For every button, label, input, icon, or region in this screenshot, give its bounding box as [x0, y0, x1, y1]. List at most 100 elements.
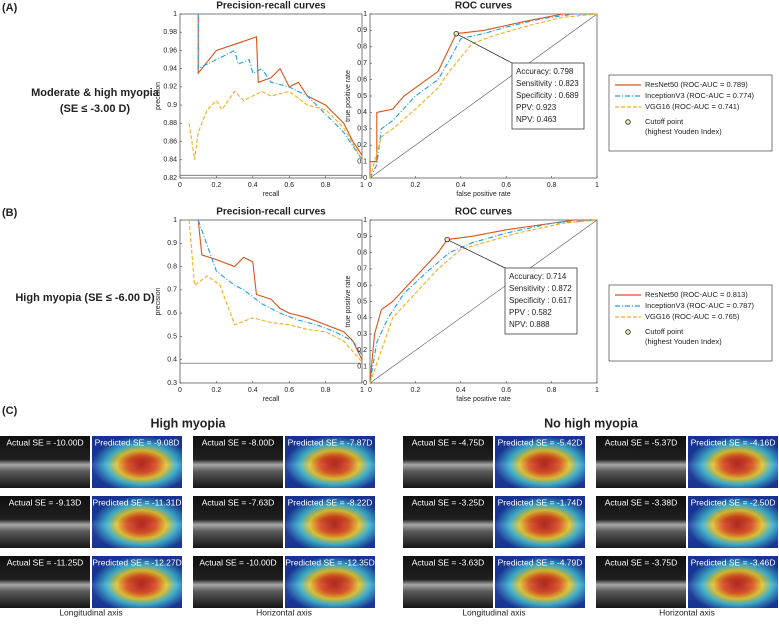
annotation-text: Sensitivity : 0.823	[516, 79, 579, 88]
y-tick-label: 0	[363, 380, 367, 387]
annotation-box	[504, 267, 578, 335]
panel-label: (C)	[2, 405, 18, 417]
y-tick-label: 0.9	[357, 233, 367, 240]
x-tick-label: 0.6	[284, 387, 294, 394]
oct-image	[403, 496, 493, 548]
heatmap-overlay	[285, 556, 375, 608]
y-tick-label: 0.5	[357, 298, 367, 305]
heatmap-overlay	[92, 436, 182, 488]
curve	[197, 14, 363, 161]
x-tick-label: 0	[368, 182, 372, 189]
cutoff-point	[444, 236, 450, 243]
y-tick-label: 0.4	[357, 315, 367, 322]
x-tick-label: 0.2	[411, 182, 421, 189]
y-tick-label: 0.8	[357, 44, 367, 51]
y-tick-label: 0.7	[357, 266, 367, 273]
annotation-leader	[447, 239, 506, 269]
legend-box	[608, 284, 773, 362]
y-tick-label: 0.7	[167, 287, 177, 294]
image-caption: Actual SE = -10.00D	[6, 437, 83, 447]
y-tick-label: 0.88	[163, 120, 177, 127]
heatmap-overlay	[92, 496, 182, 548]
x-tick-label: 0.6	[284, 182, 294, 189]
x-tick-label: 0.4	[248, 387, 258, 394]
y-tick-label: 0.3	[167, 380, 177, 387]
image-caption: Predicted SE = -3.46D	[691, 557, 776, 567]
legend-label: VGG16 (ROC-AUC = 0.741)	[645, 102, 740, 111]
image-caption: Actual SE = -3.38D	[605, 497, 678, 507]
y-tick-label: 1	[173, 217, 177, 224]
heatmap-overlay	[285, 436, 375, 488]
image-caption: Actual SE = -3.25D	[412, 497, 485, 507]
curve	[369, 219, 597, 384]
legend-label: ResNet50 (ROC-AUC = 0.789)	[645, 80, 748, 89]
image-caption: Actual SE = -10.00D	[199, 557, 276, 567]
panel-label: (A)	[2, 2, 18, 14]
x-tick-label: 1	[360, 387, 364, 394]
image-caption: Predicted SE = -1.74D	[498, 497, 583, 507]
x-tick-label: 0.2	[411, 387, 421, 394]
x-tick-label: 0.8	[547, 387, 557, 394]
y-tick-label: 0.3	[357, 331, 367, 338]
axis-caption: Longitudinal axis	[59, 607, 122, 617]
image-caption: Predicted SE = -12.27D	[92, 557, 182, 567]
chart-title: ROC curves	[455, 207, 513, 218]
y-tick-label: 0.96	[163, 47, 177, 54]
y-tick-label: 0.6	[357, 76, 367, 83]
image-caption: Predicted SE = -4.79D	[498, 557, 583, 567]
cutoff-point	[453, 30, 459, 37]
annotation-text: NPV: 0.463	[516, 115, 557, 124]
oct-image	[0, 556, 90, 608]
group-title: High myopia	[150, 416, 226, 430]
annotation-box	[511, 62, 585, 130]
y-tick-label: 0.92	[163, 84, 177, 91]
annotation-text: Specificity : 0.617	[509, 296, 572, 305]
x-tick-label: 1	[360, 182, 364, 189]
y-tick-label: 0.9	[357, 27, 367, 34]
legend-label: Cutoff point	[645, 117, 684, 126]
y-tick-label: 0.84	[163, 157, 177, 164]
y-tick-label: 0.94	[163, 66, 177, 73]
heatmap-overlay	[688, 556, 778, 608]
row-subtitle: (SE ≤ -3.00 D)	[60, 103, 131, 115]
image-caption: Predicted SE = -12.35D	[285, 557, 375, 567]
annotation-text: PPV : 0.582	[509, 308, 552, 317]
axis-caption: Horizontal axis	[256, 607, 312, 617]
curve	[369, 13, 597, 179]
axis-caption: Horizontal axis	[659, 607, 715, 617]
x-tick-label: 0.8	[321, 182, 331, 189]
y-tick-label: 0.3	[357, 126, 367, 133]
legend-label: (highest Youden Index)	[645, 337, 722, 346]
legend-label: VGG16 (ROC-AUC = 0.765)	[645, 312, 740, 321]
y-tick-label: 0.2	[357, 347, 367, 354]
x-tick-label: 0.4	[248, 182, 258, 189]
oct-image	[403, 556, 493, 608]
x-axis-label: false positive rate	[456, 396, 511, 403]
y-tick-label: 0.1	[357, 158, 367, 165]
y-tick-label: 0.7	[357, 60, 367, 67]
image-caption: Actual SE = -7.63D	[202, 497, 275, 507]
row-title: Moderate & high myopia	[31, 87, 160, 99]
chance-diagonal	[369, 13, 598, 179]
y-axis-label: true positive rate	[345, 276, 352, 328]
curve	[188, 219, 363, 363]
curve	[369, 219, 598, 384]
heatmap-overlay	[495, 496, 585, 548]
plot-area	[179, 13, 363, 179]
chance-diagonal	[369, 219, 598, 384]
y-tick-label: 0.5	[167, 333, 177, 340]
heatmap-overlay	[688, 436, 778, 488]
x-tick-label: 0.8	[321, 387, 331, 394]
image-caption: Actual SE = -8.00D	[202, 437, 275, 447]
curve	[197, 219, 363, 356]
y-tick-label: 0.9	[167, 102, 177, 109]
x-tick-label: 0.8	[547, 182, 557, 189]
image-caption: Predicted SE = -7.87D	[288, 437, 373, 447]
image-caption: Predicted SE = -2.50D	[691, 497, 776, 507]
row-title: High myopia (SE ≤ -6.00 D)	[15, 292, 155, 304]
legend-label: Cutoff point	[645, 327, 684, 336]
legend-label: ResNet50 (ROC-AUC = 0.813)	[645, 290, 748, 299]
y-tick-label: 0.8	[357, 249, 367, 256]
oct-image	[596, 556, 686, 608]
annotation-text: Specificity : 0.689	[516, 91, 579, 100]
